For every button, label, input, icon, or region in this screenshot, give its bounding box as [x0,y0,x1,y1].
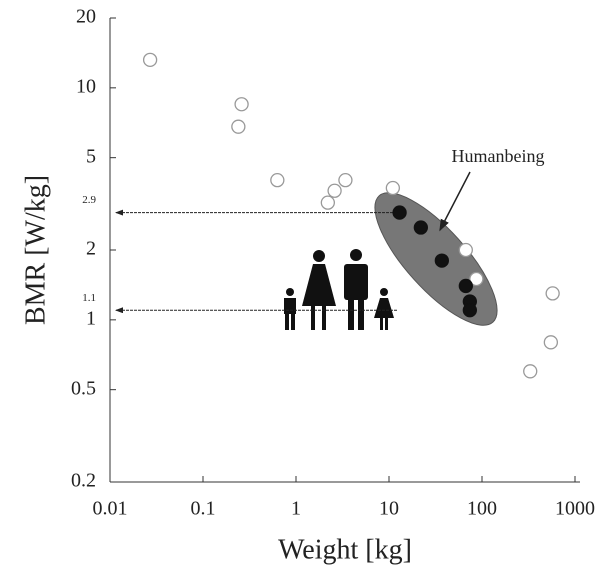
reference-label: 2.9 [82,194,96,206]
open-point [232,120,245,133]
y-tick-label: 10 [76,75,96,97]
open-point [339,174,352,187]
filled-point [435,254,448,267]
x-tick-label: 0.1 [191,498,216,520]
y-tick-label: 1 [86,307,96,329]
people-icon [284,249,394,330]
open-point [386,182,399,195]
x-axis-label: Weight [kg] [278,534,412,565]
y-tick-label: 20 [76,6,96,28]
open-point [524,365,537,378]
open-point [321,196,334,209]
reference-label: 1.1 [82,292,96,304]
y-tick-label: 0.5 [71,377,96,399]
filled-point [459,279,472,292]
y-axis-label: BMR [W/kg] [20,175,51,325]
filled-point [463,304,476,317]
y-tick-label: 0.2 [71,470,96,492]
open-point [328,184,341,197]
x-tick-label: 10 [379,498,399,520]
y-tick-label: 2 [86,238,96,260]
annotation: Humanbeing [452,146,545,166]
x-tick-label: 1 [291,498,301,520]
annotation-arrow [440,172,470,230]
y-tick-label: 5 [86,145,96,167]
x-tick-label: 100 [467,498,497,520]
open-point [235,98,248,111]
open-point [459,244,472,257]
filled-point [393,206,406,219]
x-tick-label: 1000 [555,498,595,520]
chart: Weight [kg] BMR [W/kg] Humanbeing 0.01 0.… [0,0,607,578]
x-tick-label: 0.01 [93,498,128,520]
open-point [544,336,557,349]
open-point [546,287,559,300]
filled-point [414,221,427,234]
open-point [144,53,157,66]
open-point [271,174,284,187]
